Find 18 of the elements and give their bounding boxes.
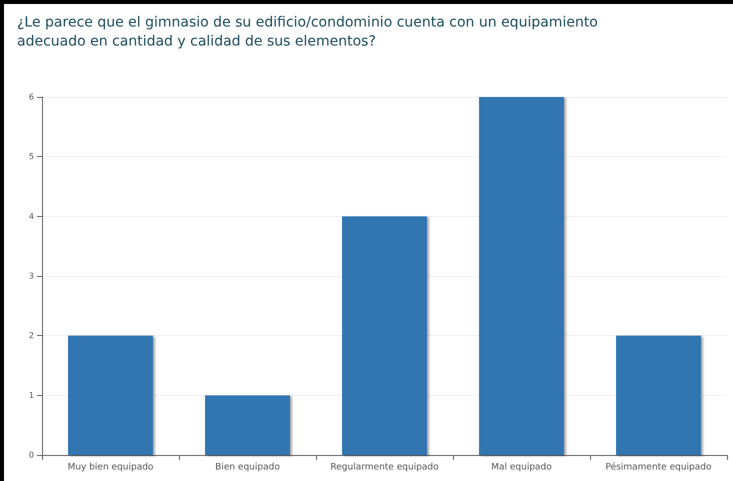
bar <box>479 97 564 455</box>
bar <box>68 336 153 455</box>
y-tick-label: 5 <box>28 152 34 162</box>
y-tick-label: 0 <box>28 450 34 460</box>
x-tick-label: Muy bien equipado <box>68 462 154 472</box>
y-tick-label: 2 <box>28 331 34 340</box>
y-tick-label: 1 <box>28 390 34 400</box>
y-tick-label: 3 <box>28 272 34 280</box>
y-tick-label: 4 <box>28 212 34 221</box>
x-tick-label: Bien equipado <box>215 462 280 472</box>
x-tick-label: Pésimamente equipado <box>606 462 712 472</box>
x-tick-label: Mal equipado <box>491 462 552 472</box>
bar <box>342 216 427 455</box>
y-tick-label: 6 <box>28 92 34 102</box>
bar <box>616 336 701 455</box>
x-tick-label: Regularmente equipado <box>330 462 440 472</box>
chart-title: ¿Le parece que el gimnasio de su edificio/condominio cuenta con un equipamiento adecuado en cantidad y calidad de sus elementos? <box>17 14 598 50</box>
bar <box>205 395 290 455</box>
